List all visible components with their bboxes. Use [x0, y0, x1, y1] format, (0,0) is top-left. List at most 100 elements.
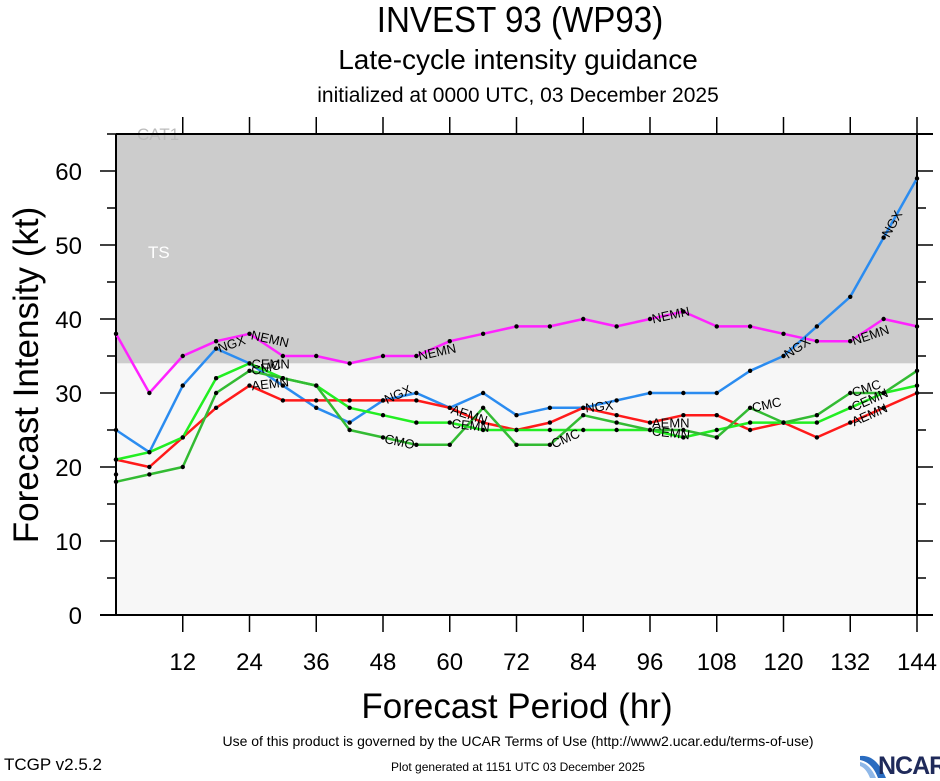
data-point	[113, 457, 119, 462]
data-point	[747, 427, 753, 433]
series-cmc	[113, 368, 920, 484]
data-point	[113, 479, 119, 484]
x-tick-label: 108	[697, 649, 737, 676]
data-point	[414, 442, 419, 447]
x-tick-label: 24	[236, 649, 263, 676]
data-point	[547, 324, 553, 329]
data-point	[714, 413, 719, 418]
data-point	[547, 442, 553, 447]
y-tick-label: 60	[55, 159, 82, 186]
data-point	[714, 390, 719, 396]
data-point	[614, 324, 619, 329]
data-point	[347, 405, 352, 410]
data-point	[747, 405, 753, 410]
data-point	[414, 398, 419, 403]
data-point	[213, 376, 219, 381]
data-point	[848, 405, 853, 410]
data-point	[547, 427, 553, 433]
data-point	[714, 435, 719, 440]
x-tick-label: 36	[303, 649, 330, 676]
data-point	[581, 427, 586, 433]
data-point	[614, 420, 619, 425]
series-label-cemn: CEMN	[252, 356, 290, 371]
y-tick-label: 40	[55, 307, 82, 334]
data-point	[848, 420, 853, 425]
data-point	[414, 390, 419, 396]
data-point	[547, 405, 553, 410]
chart-title: INVEST 93 (WP93)	[376, 0, 664, 40]
data-point	[147, 450, 152, 455]
data-point	[581, 405, 586, 410]
ncar-swoosh-icon	[860, 755, 886, 778]
data-point	[414, 420, 419, 425]
data-point	[681, 390, 686, 396]
version-label: TCGP v2.5.2	[4, 755, 102, 774]
data-point	[848, 390, 853, 396]
data-point	[814, 339, 820, 344]
series-label-cmc: CMC	[250, 357, 282, 378]
x-tick-label: 48	[370, 649, 397, 676]
y-tick-label: 10	[55, 529, 82, 556]
data-point	[881, 390, 886, 396]
data-point	[714, 427, 719, 433]
data-point	[447, 420, 452, 425]
data-point	[280, 376, 286, 381]
band-ts	[116, 134, 917, 364]
data-point	[480, 331, 486, 336]
data-point	[147, 472, 152, 477]
data-point	[280, 383, 286, 388]
x-tick-label: 72	[503, 649, 530, 676]
series-label-cemn: CEMN	[451, 416, 491, 435]
data-point	[347, 398, 352, 403]
y-tick-label: 30	[55, 381, 82, 408]
data-point	[314, 353, 319, 359]
data-point	[914, 324, 920, 329]
series-nemn	[113, 309, 920, 396]
data-point	[914, 368, 920, 373]
data-point	[581, 316, 586, 322]
data-point	[147, 464, 152, 470]
data-point	[380, 353, 386, 359]
data-point	[514, 413, 519, 418]
data-point	[914, 383, 920, 388]
data-point	[113, 427, 119, 433]
data-point	[113, 331, 119, 336]
data-point	[714, 324, 719, 329]
generated-time: Plot generated at 1151 UTC 03 December 2…	[391, 760, 645, 774]
data-point	[814, 413, 820, 418]
data-point	[447, 442, 452, 447]
data-point	[380, 398, 386, 403]
data-point	[480, 427, 486, 433]
data-point	[647, 316, 653, 322]
data-point	[314, 405, 319, 410]
series-label-aemn: AEMN	[652, 416, 690, 431]
data-point	[781, 353, 786, 359]
y-tick-label: 20	[55, 455, 82, 482]
y-tick-label: 50	[55, 233, 82, 260]
data-point	[147, 390, 152, 396]
data-point	[180, 464, 185, 470]
data-point	[781, 331, 786, 336]
series-label-cemn: CEMN	[651, 423, 691, 442]
data-point	[480, 390, 486, 396]
x-tick-label: 84	[570, 649, 597, 676]
data-point	[514, 442, 519, 447]
band-below-ts	[116, 363, 917, 615]
data-point	[480, 420, 486, 425]
data-point	[247, 383, 252, 388]
data-point	[647, 420, 653, 425]
data-point	[914, 176, 920, 181]
data-point	[213, 339, 219, 344]
data-point	[414, 353, 419, 359]
data-point	[180, 435, 185, 440]
data-point	[881, 316, 886, 322]
data-point	[447, 339, 452, 344]
data-point	[347, 361, 352, 366]
data-point	[814, 435, 820, 440]
data-point	[647, 427, 653, 433]
data-point	[280, 398, 286, 403]
data-point	[681, 413, 686, 418]
